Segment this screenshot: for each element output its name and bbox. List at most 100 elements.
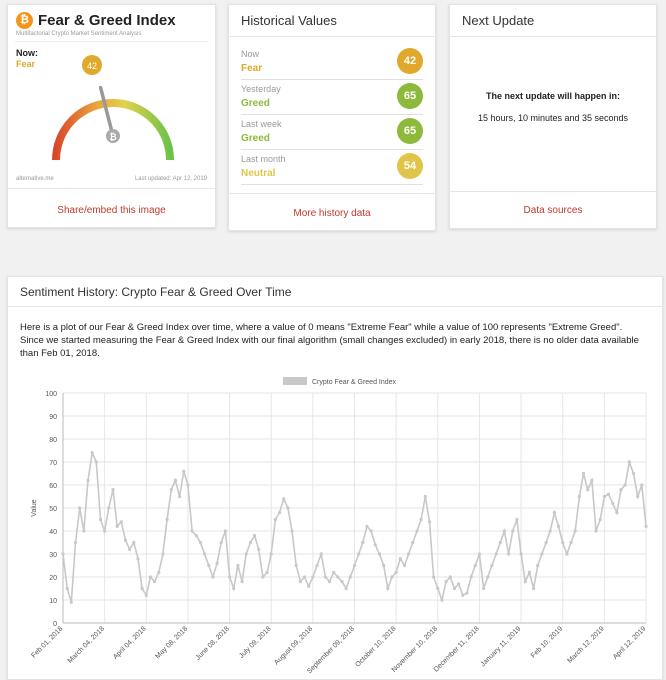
data-point [532,586,536,591]
y-tick-label: 60 [49,483,57,490]
data-point [257,547,261,551]
history-row: Now Fear 42 [241,45,423,80]
history-row-label: Last month [241,154,286,164]
data-point [194,534,198,538]
x-tick-label: October 10, 2018 [354,625,397,668]
historical-values-card: Historical Values Now Fear 42 Yesterday Gree… [228,4,436,231]
data-point [357,552,361,556]
data-point [452,586,456,591]
data-point [606,492,611,496]
data-point [432,575,436,579]
y-tick-label: 70 [49,460,57,467]
sentiment-history-title: Sentiment History: Crypto Fear & Greed O… [8,277,662,307]
share-embed-link[interactable]: Share/embed this image [57,205,166,216]
y-tick-label: 90 [49,414,57,421]
more-history-link[interactable]: More history data [293,208,371,219]
data-point [436,586,440,591]
x-tick-label: March 04, 2018 [67,625,106,664]
data-point [190,529,194,533]
data-point [415,529,419,533]
data-point [523,580,527,584]
data-point [248,540,252,545]
data-point [482,586,486,591]
history-row: Last month Neutral 54 [241,150,423,185]
data-point [148,575,152,579]
x-tick-label: January 11, 2019 [480,625,523,668]
historical-values-title: Historical Values [229,5,435,37]
data-point [586,488,590,492]
data-point [398,557,402,561]
data-point [536,563,540,568]
data-point [73,540,78,545]
data-point [323,575,327,579]
y-tick-label: 40 [49,529,57,536]
history-row-state: Fear [241,63,263,74]
data-point [173,478,177,482]
data-point [569,540,573,545]
data-point [211,575,215,579]
data-point [423,494,427,499]
next-update-countdown: 15 hours, 10 minutes and 35 seconds [477,113,629,123]
data-point [419,517,423,522]
data-point [236,563,240,568]
data-point [348,575,352,579]
data-point [469,575,473,579]
data-point [490,563,494,568]
data-point [319,552,323,556]
data-point [136,557,140,561]
next-update-title: Next Update [450,5,656,37]
data-point [311,575,315,579]
data-point [527,570,531,574]
data-point [636,494,640,499]
data-point [598,517,602,522]
data-point [203,552,207,556]
data-point [123,538,128,542]
source-label: alternative.me [16,176,54,182]
x-tick-label: April 12, 2019 [612,625,648,661]
bitcoin-logo-icon: ₿ [16,12,33,29]
x-tick-label: November 10, 2018 [391,625,440,674]
fear-greed-index-card: ₿ Fear & Greed Index Multifactorial Cryp… [7,4,216,228]
data-point [594,529,598,533]
data-point [640,483,644,487]
data-point [273,517,277,522]
data-point [69,600,73,604]
x-tick-label: Feb 10, 2019 [530,625,564,659]
data-point [427,520,432,524]
history-row-value-badge: 54 [397,153,423,179]
history-row: Yesterday Greed 65 [241,80,423,115]
index-header: ₿ Fear & Greed Index [16,12,176,29]
data-point [457,582,461,586]
data-point [261,575,265,579]
y-axis-label: Value [31,499,38,516]
data-point [290,529,294,533]
gauge-value: 42 [87,61,97,71]
data-point [402,563,407,568]
gauge-arc [52,99,174,161]
data-point [544,540,548,545]
divider [8,188,215,189]
data-point [631,471,636,476]
history-row-state: Neutral [241,168,276,179]
now-value: Fear [16,59,36,69]
divider [15,41,208,42]
data-point [386,586,390,591]
data-point [502,529,506,533]
legend-swatch [283,377,307,385]
history-row-value-badge: 42 [397,48,423,74]
data-point [619,488,623,492]
data-point [232,586,236,591]
data-point [86,478,90,482]
data-point [615,511,619,515]
data-sources-link[interactable]: Data sources [523,205,583,216]
data-point [219,540,223,545]
last-updated: Last updated: Apr 12, 2019 [134,176,207,182]
data-point [440,598,444,602]
y-tick-label: 80 [49,437,57,444]
data-point [602,494,607,499]
data-point [552,511,557,515]
next-update-heading: The next update will happen in: [485,91,620,101]
now-label: Now: [16,48,38,58]
data-point [498,540,502,545]
